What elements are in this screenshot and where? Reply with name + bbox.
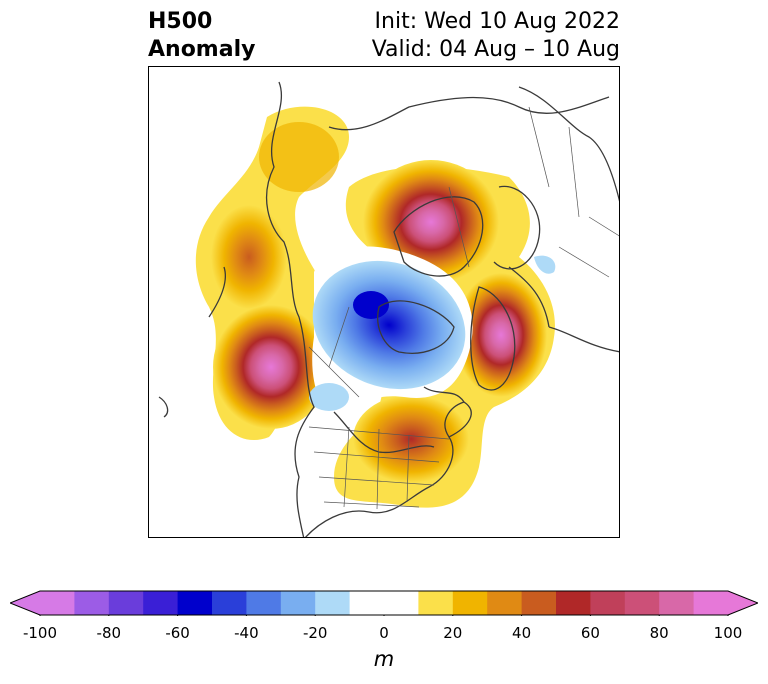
init-time-label: Init: Wed 10 Aug 2022: [374, 9, 620, 34]
colorbar-segment: [177, 591, 213, 615]
colorbar-unit-label: m: [373, 647, 395, 671]
colorbar-extend-over: [728, 591, 758, 615]
political-borders: [308, 106, 619, 510]
colorbar-tick-label: -80: [96, 624, 122, 642]
colorbar-tick-label: 0: [379, 624, 389, 642]
colorbar: [10, 590, 758, 616]
anomaly-ridge-yukon: [259, 122, 339, 192]
colorbar-segment: [452, 591, 488, 615]
anomaly-ridge-alaska: [211, 205, 287, 309]
anomaly-ridge-scandinavia: [455, 273, 547, 397]
colorbar-segment: [74, 591, 110, 615]
colorbar-segment: [40, 591, 75, 615]
colorbar-tick-label: 20: [443, 624, 463, 642]
colorbar-segment: [521, 591, 557, 615]
colorbar-tick-label: 80: [649, 624, 669, 642]
plot-title-variable: H500: [148, 9, 213, 34]
colorbar-segment: [487, 591, 523, 615]
colorbar-extend-under: [10, 591, 40, 615]
colorbar-tick-label: -100: [22, 624, 58, 642]
colorbar-segment: [315, 591, 351, 615]
anomaly-map: [148, 66, 620, 538]
colorbar-tick-label: -40: [234, 624, 259, 642]
colorbar-segment: [659, 591, 695, 615]
colorbar-tick-label: -60: [165, 624, 190, 642]
colorbar-segment: [246, 591, 282, 615]
valid-range-label: Valid: 04 Aug – 10 Aug: [371, 37, 620, 62]
colorbar-segment: [212, 591, 247, 615]
colorbar-tick-label: 40: [512, 624, 532, 642]
colorbar-segment: [556, 591, 591, 615]
colorbar-segment: [693, 591, 729, 615]
colorbar-segment: [108, 591, 144, 615]
colorbar-tick-label: 100: [713, 624, 743, 642]
anomaly-ridge-pacific-northwest: [213, 305, 329, 429]
colorbar-segment: [349, 591, 385, 615]
colorbar-segment: [418, 591, 454, 615]
colorbar-segment: [624, 591, 660, 615]
colorbar-segment: [143, 591, 179, 615]
colorbar-tick-label: 60: [580, 624, 600, 642]
colorbar-segment: [384, 591, 419, 615]
anomaly-trough-canadian-arctic: [312, 260, 466, 390]
colorbar-segment: [590, 591, 626, 615]
trough-core: [353, 291, 389, 319]
plot-title-type: Anomaly: [148, 37, 256, 62]
trough-extension: [309, 383, 349, 411]
anomaly-ridge-northeast-us: [353, 395, 469, 483]
colorbar-tick-label: -20: [302, 624, 328, 642]
colorbar-segment: [280, 591, 316, 615]
coastlines: [158, 81, 619, 537]
